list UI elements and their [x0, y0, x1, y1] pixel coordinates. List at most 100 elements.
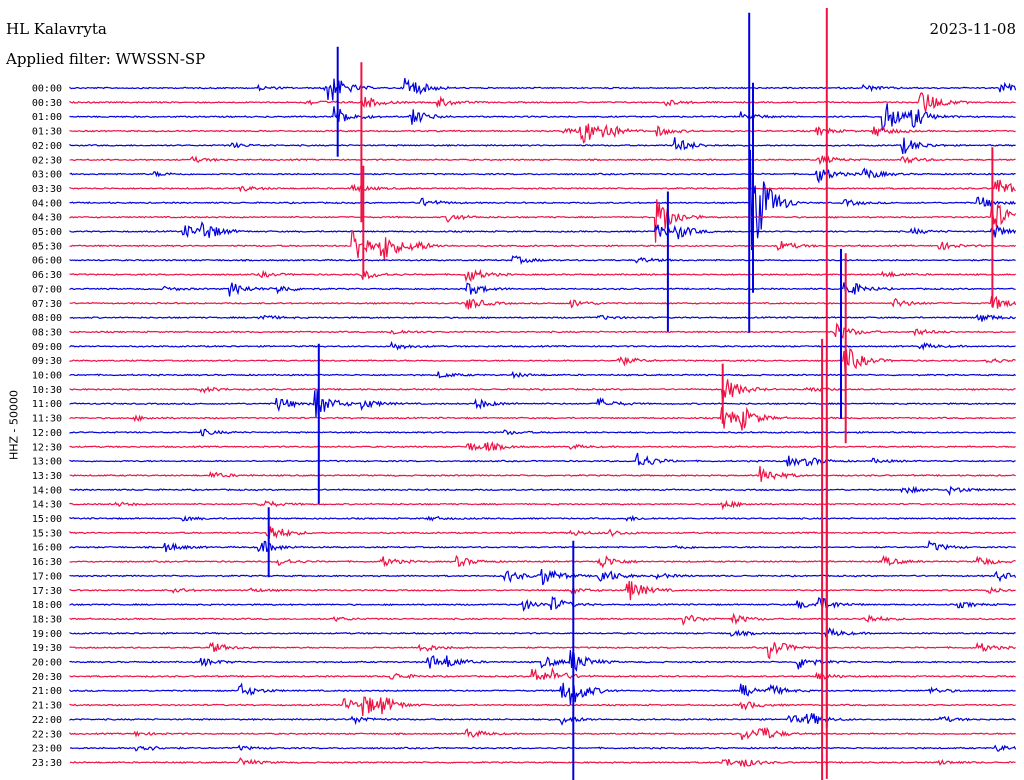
time-label: 19:30 [32, 643, 62, 654]
trace-row [69, 696, 1016, 717]
trace-row [69, 92, 1016, 113]
trace-row [69, 682, 1016, 705]
trace-row [69, 726, 1016, 741]
time-label: 10:30 [32, 385, 62, 396]
trace-row [69, 539, 1016, 553]
trace-row [69, 580, 1016, 601]
time-label: 05:00 [32, 227, 62, 238]
trace-lines [69, 77, 1017, 767]
time-label: 16:30 [32, 557, 62, 568]
time-label: 11:00 [32, 399, 62, 410]
trace-row [69, 650, 1016, 672]
time-label: 18:30 [32, 614, 62, 625]
time-label: 00:00 [32, 84, 62, 95]
trace-row [69, 526, 1016, 540]
time-label: 23:30 [32, 758, 62, 769]
time-label: 15:30 [32, 528, 62, 539]
time-label: 23:00 [32, 744, 62, 755]
trace-row [69, 499, 1016, 511]
station-name: HL Kalavryta [6, 20, 107, 38]
trace-row [69, 595, 1016, 612]
trace-row [69, 149, 1016, 251]
time-label: 13:00 [32, 457, 62, 468]
time-labels: 00:00 00:30 01:00 01:30 02:00 02:30 03:00 03:30… [32, 84, 62, 769]
trace-row [69, 295, 1017, 310]
trace-row [69, 347, 1016, 375]
trace-row [69, 485, 1017, 497]
channel-label: HHZ - 50000 [7, 389, 21, 461]
time-label: 00:30 [32, 98, 62, 109]
trace-row [69, 568, 1017, 586]
trace-row [69, 641, 1016, 660]
time-label: 01:30 [32, 127, 62, 138]
trace-row [69, 137, 1016, 155]
trace-row [69, 428, 1016, 437]
trace-row [69, 744, 1017, 752]
time-label: 14:00 [32, 485, 62, 496]
trace-row [69, 757, 1016, 767]
time-label: 09:30 [32, 356, 62, 367]
trace-row [69, 466, 1016, 482]
trace-row [69, 268, 1016, 283]
time-label: 03:00 [32, 170, 62, 181]
trace-row [69, 313, 1016, 322]
trace-row [69, 514, 1016, 522]
trace-row [69, 713, 1016, 726]
time-label: 18:00 [32, 600, 62, 611]
time-label: 14:30 [32, 500, 62, 511]
trace-row [69, 452, 1016, 467]
time-label: 06:00 [32, 256, 62, 267]
time-label: 17:30 [32, 586, 62, 597]
time-label: 09:00 [32, 342, 62, 353]
trace-row [69, 322, 1016, 340]
trace-row [69, 441, 1016, 452]
time-label: 07:30 [32, 299, 62, 310]
trace-row [69, 167, 1016, 184]
trace-row [69, 627, 1016, 638]
trace-row [69, 282, 1016, 297]
time-label: 19:00 [32, 629, 62, 640]
trace-row [69, 103, 1016, 131]
time-label: 04:30 [32, 213, 62, 224]
time-label: 20:00 [32, 658, 62, 669]
trace-row [69, 612, 1016, 626]
time-label: 22:30 [32, 729, 62, 740]
trace-row [69, 370, 1017, 380]
trace-row [69, 379, 1016, 405]
trace-row [69, 406, 1016, 431]
time-label: 11:30 [32, 414, 62, 425]
time-label: 02:00 [32, 141, 62, 152]
time-label: 06:30 [32, 270, 62, 281]
time-label: 21:30 [32, 701, 62, 712]
filter-label: Applied filter: WWSSN-SP [6, 50, 206, 68]
date-label: 2023-11-08 [929, 20, 1016, 38]
trace-row [69, 123, 1016, 144]
time-label: 16:00 [32, 543, 62, 554]
trace-row [69, 390, 1017, 419]
trace-row [69, 199, 1017, 243]
time-label: 12:30 [32, 442, 62, 453]
time-label: 07:00 [32, 284, 62, 295]
time-label: 10:00 [32, 371, 62, 382]
event-spikes [267, 8, 994, 780]
time-label: 17:00 [32, 571, 62, 582]
time-label: 08:00 [32, 313, 62, 324]
time-label: 02:30 [32, 155, 62, 166]
time-label: 21:00 [32, 686, 62, 697]
time-label: 04:00 [32, 198, 62, 209]
time-label: 12:00 [32, 428, 62, 439]
trace-row [69, 340, 1016, 351]
time-label: 08:30 [32, 327, 62, 338]
trace-row [69, 255, 1016, 266]
time-label: 20:30 [32, 672, 62, 683]
time-label: 01:00 [32, 112, 62, 123]
trace-row [69, 230, 1016, 260]
trace-row [69, 155, 1016, 166]
time-label: 22:00 [32, 715, 62, 726]
trace-row [69, 221, 1017, 240]
time-label: 03:30 [32, 184, 62, 195]
time-label: 13:30 [32, 471, 62, 482]
trace-row [69, 667, 1016, 680]
time-label: 05:30 [32, 241, 62, 252]
